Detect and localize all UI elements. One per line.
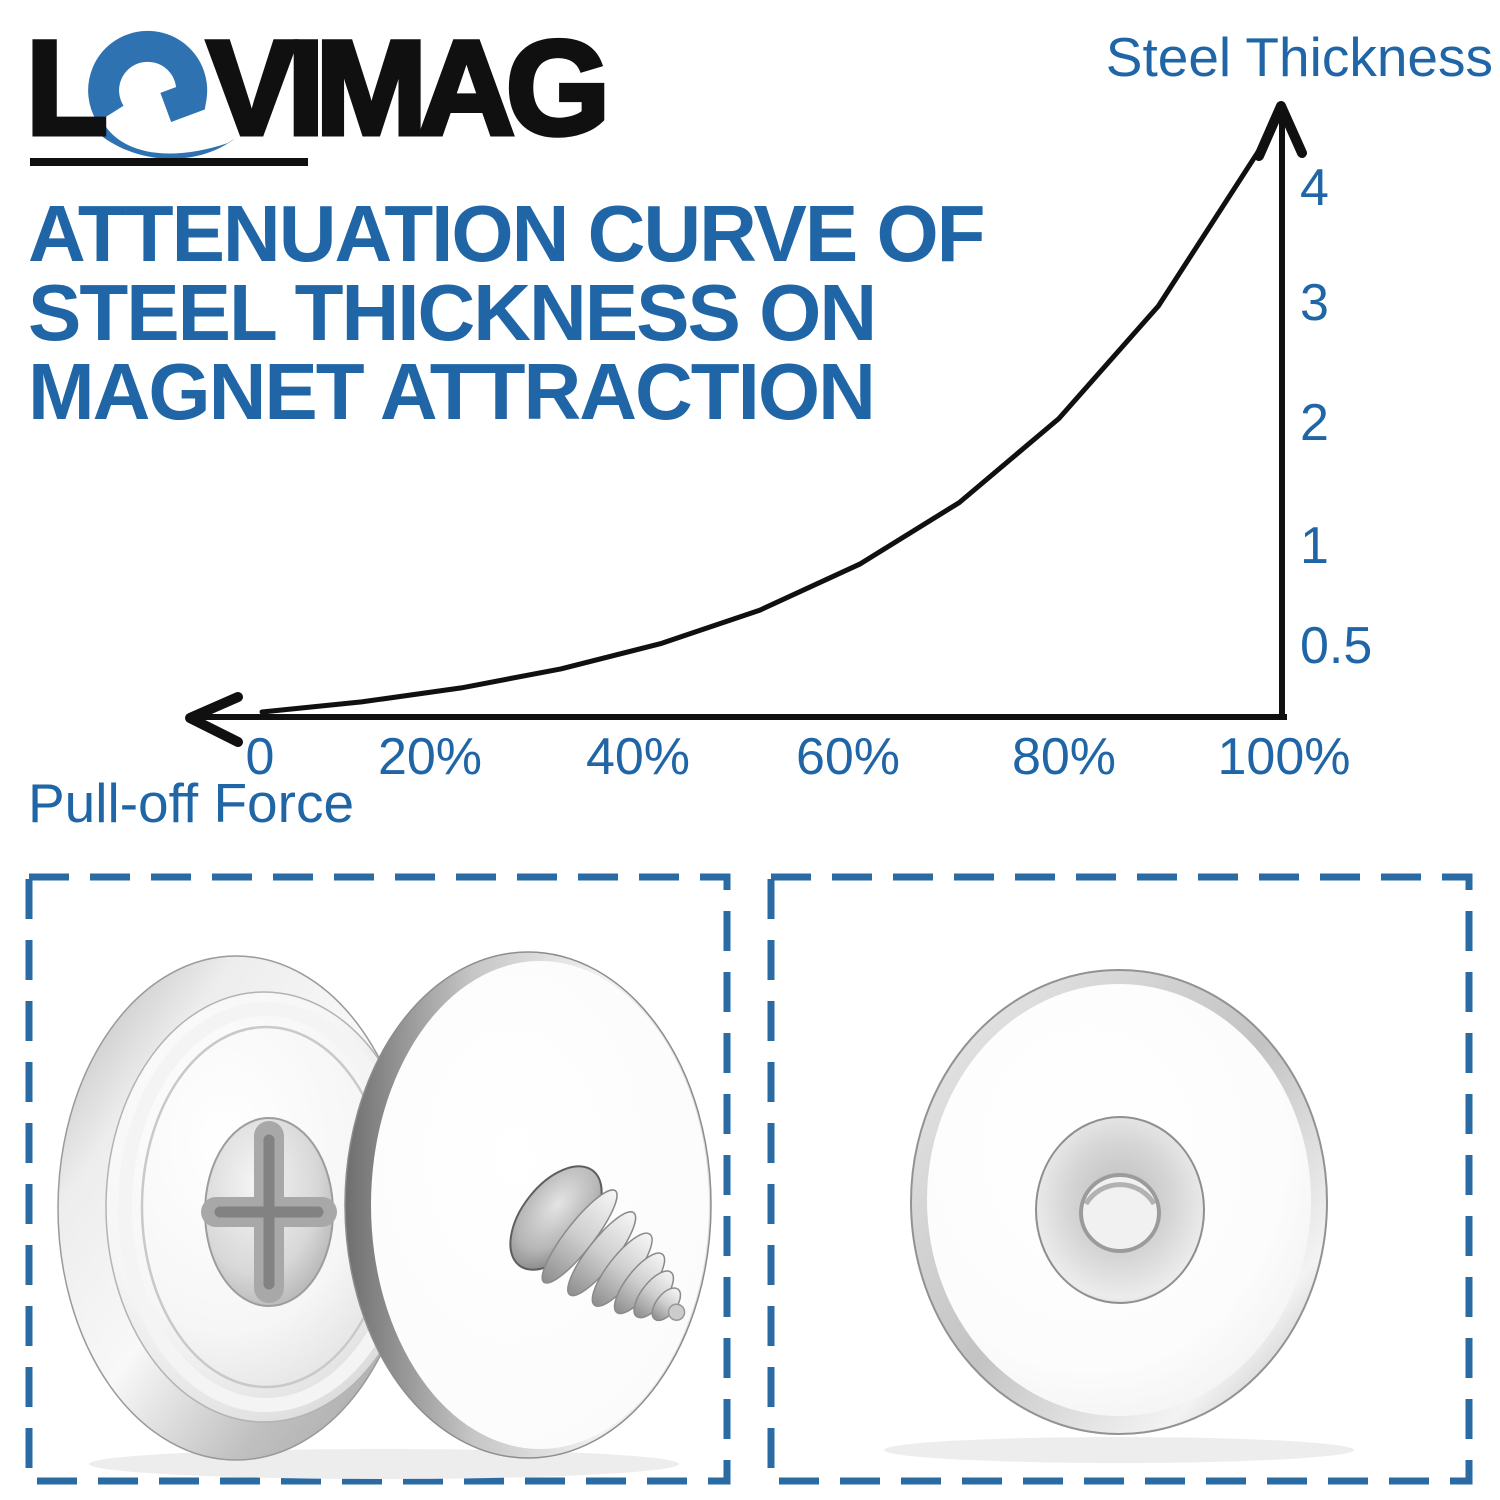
title-line-2: STEEL THICKNESS ON bbox=[28, 268, 877, 357]
logo-o-magnet-icon bbox=[87, 24, 237, 174]
logo-letters-vimag: VIMAG bbox=[204, 14, 612, 163]
attenuation-curve bbox=[259, 149, 1261, 715]
countersunk-magnet-face-photo bbox=[767, 873, 1473, 1485]
y-axis-arrowhead-icon bbox=[1254, 101, 1307, 161]
x-tick-label: 60% bbox=[796, 728, 900, 786]
y-tick-label: 3 bbox=[1300, 274, 1329, 332]
dashed-border bbox=[767, 873, 1473, 1485]
x-tick-label: 40% bbox=[586, 728, 690, 786]
x-tick-label: 80% bbox=[1012, 728, 1116, 786]
x-tick-label: 0 bbox=[246, 728, 275, 786]
dashed-border bbox=[25, 873, 731, 1485]
y-tick-label: 1 bbox=[1300, 517, 1329, 575]
center-hole bbox=[1079, 1173, 1161, 1253]
page-title: ATTENUATION CURVE OF STEEL THICKNESS ON … bbox=[28, 189, 986, 436]
y-tick-label: 2 bbox=[1300, 394, 1329, 452]
title-line-1: ATTENUATION CURVE OF bbox=[28, 189, 986, 278]
title-line-3: MAGNET ATTRACTION bbox=[28, 347, 876, 436]
pot-magnets-with-screws-photo bbox=[25, 873, 731, 1485]
y-tick-label: 0.5 bbox=[1300, 617, 1372, 675]
right-product-panel bbox=[766, 872, 1474, 1486]
logo-letter-l: L bbox=[24, 14, 111, 163]
screw bbox=[509, 1165, 686, 1322]
brand-logo: L VIMAG bbox=[24, 14, 613, 174]
disc-magnet-with-protruding-screw bbox=[344, 951, 712, 1459]
y-tick-labels: 4 3 2 1 0.5 bbox=[1300, 159, 1372, 675]
left-product-panel bbox=[24, 872, 732, 1486]
attenuation-curve-chart: 0 20% 40% 60% 80% 100% 4 3 2 1 0.5 Steel Thicknes… bbox=[28, 26, 1493, 834]
x-tick-label: 100% bbox=[1218, 728, 1351, 786]
y-tick-label: 4 bbox=[1300, 159, 1329, 217]
x-axis-title: Pull-off Force bbox=[28, 772, 354, 834]
logo-underline bbox=[30, 158, 308, 166]
shadow bbox=[884, 1437, 1354, 1463]
pot-magnet-with-phillips-screw bbox=[57, 955, 423, 1461]
shadow bbox=[89, 1449, 679, 1479]
x-tick-label: 20% bbox=[378, 728, 482, 786]
x-tick-labels: 0 20% 40% 60% 80% 100% bbox=[246, 728, 1351, 786]
x-axis-arrowhead-icon bbox=[185, 692, 243, 747]
y-axis-title: Steel Thickness bbox=[1106, 26, 1493, 88]
countersunk-disc-magnet bbox=[910, 969, 1328, 1435]
